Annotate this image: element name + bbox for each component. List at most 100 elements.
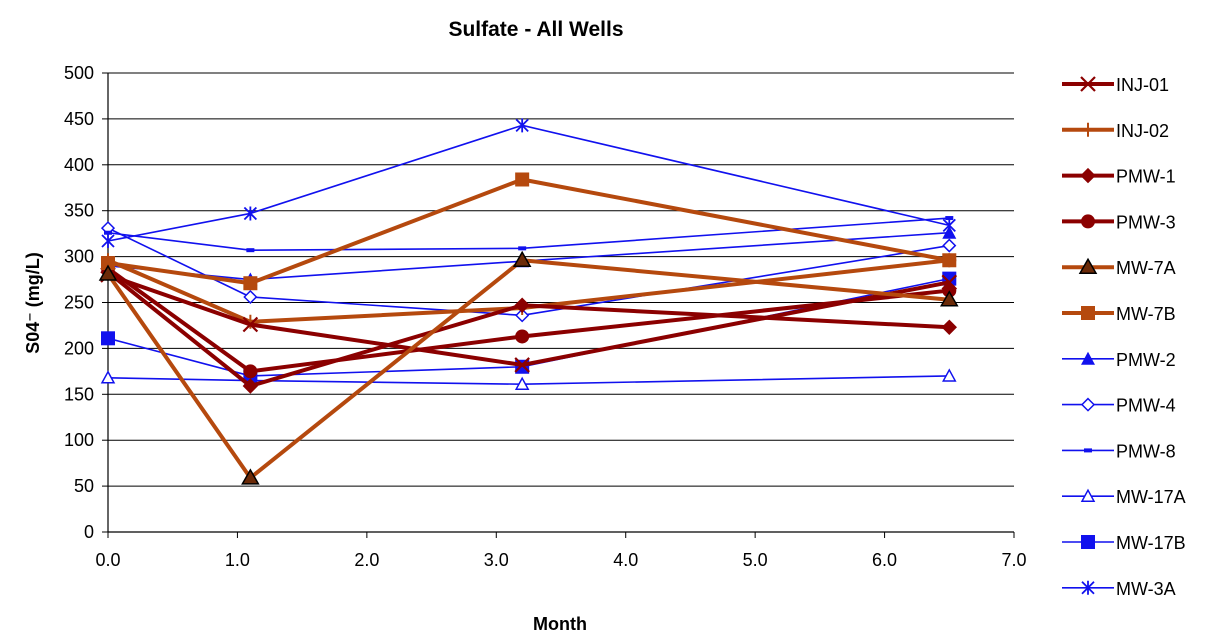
legend-marker bbox=[1080, 488, 1096, 502]
series-MW-3A bbox=[101, 118, 956, 248]
x-tick-label: 1.0 bbox=[225, 550, 250, 570]
series-MW-7B bbox=[101, 172, 957, 291]
legend-item: MW-17A bbox=[1062, 487, 1186, 507]
x-tick-label: 5.0 bbox=[743, 550, 768, 570]
data-point bbox=[942, 368, 957, 382]
series-PMW-2 bbox=[101, 225, 957, 286]
legend-marker bbox=[1081, 306, 1095, 320]
chart-title: Sulfate - All Wells bbox=[448, 18, 623, 41]
legend: INJ-01 INJ-02 PMW-1 PMW-3 MW-7A MW-7B PMW-2 PMW… bbox=[1062, 75, 1186, 599]
data-point bbox=[941, 319, 957, 335]
legend-label: MW-17A bbox=[1116, 487, 1186, 507]
data-point bbox=[942, 253, 957, 268]
series-MW-7A bbox=[98, 250, 959, 485]
legend-label: INJ-01 bbox=[1116, 75, 1169, 95]
y-tick-label: 500 bbox=[64, 63, 94, 83]
series-line bbox=[106, 258, 950, 480]
legend-item: MW-7A bbox=[1062, 257, 1176, 278]
x-tick-label: 4.0 bbox=[613, 550, 638, 570]
legend-marker bbox=[1081, 122, 1095, 137]
y-tick-label: 0 bbox=[84, 522, 94, 542]
data-point bbox=[512, 250, 532, 268]
y-tick-label: 200 bbox=[64, 338, 94, 358]
data-point bbox=[515, 329, 530, 344]
data-point bbox=[514, 357, 530, 373]
x-tick-label: 6.0 bbox=[872, 550, 897, 570]
legend-item: PMW-2 bbox=[1062, 350, 1176, 370]
data-point bbox=[98, 264, 118, 281]
data-point bbox=[515, 308, 530, 323]
y-axis-label: S04⁻ (mg/L) bbox=[23, 252, 43, 354]
series-line bbox=[106, 266, 950, 374]
series-line bbox=[107, 258, 950, 324]
legend-label: PMW-2 bbox=[1116, 350, 1176, 370]
legend-marker bbox=[1081, 535, 1095, 549]
legend-label: MW-7B bbox=[1116, 304, 1176, 324]
x-tick-label: 2.0 bbox=[354, 550, 379, 570]
x-tick-label: 0.0 bbox=[95, 550, 120, 570]
data-point bbox=[243, 206, 258, 221]
y-tick-label: 150 bbox=[64, 384, 94, 404]
legend-marker bbox=[1081, 214, 1095, 229]
x-tick-label: 3.0 bbox=[484, 550, 509, 570]
data-point bbox=[101, 331, 115, 346]
data-point bbox=[514, 297, 530, 313]
y-tick-label: 450 bbox=[64, 109, 94, 129]
data-point bbox=[246, 248, 255, 253]
data-point bbox=[939, 290, 959, 307]
legend-label: INJ-02 bbox=[1116, 121, 1169, 141]
data-point bbox=[945, 216, 954, 221]
series-group bbox=[98, 118, 959, 485]
data-point bbox=[514, 376, 530, 390]
series-PMW-1 bbox=[100, 264, 957, 394]
legend-label: PMW-8 bbox=[1116, 441, 1176, 461]
data-point bbox=[243, 289, 258, 305]
series-line bbox=[107, 177, 950, 286]
legend-item: MW-17B bbox=[1062, 533, 1186, 553]
data-point bbox=[942, 238, 957, 253]
y-tick-label: 400 bbox=[64, 155, 94, 175]
legend-marker bbox=[1078, 257, 1098, 274]
data-point bbox=[243, 364, 258, 379]
x-axis-label: Month bbox=[533, 614, 587, 634]
data-point bbox=[515, 172, 530, 187]
data-point bbox=[243, 276, 258, 291]
data-point bbox=[242, 378, 259, 394]
legend-marker bbox=[1080, 397, 1096, 412]
data-point bbox=[241, 468, 260, 485]
y-tick-label: 350 bbox=[64, 201, 94, 221]
y-tick-label: 100 bbox=[64, 430, 94, 450]
y-tick-label: 300 bbox=[64, 247, 94, 267]
legend-marker bbox=[1084, 448, 1092, 453]
legend-item: PMW-8 bbox=[1062, 441, 1176, 461]
legend-item: MW-3A bbox=[1062, 579, 1176, 599]
legend-item: PMW-3 bbox=[1062, 212, 1176, 232]
tick-labels: 0 50 100 150 200 250 300 350 400 450 500 0.0 1.0 2.0 3… bbox=[64, 63, 1027, 570]
axes bbox=[102, 72, 1015, 538]
legend-label: PMW-4 bbox=[1116, 396, 1176, 416]
legend-label: PMW-1 bbox=[1116, 167, 1176, 187]
legend-label: MW-17B bbox=[1116, 533, 1186, 553]
data-point bbox=[518, 246, 527, 251]
legend-marker bbox=[1081, 580, 1095, 595]
legend-marker bbox=[1081, 351, 1095, 365]
data-point bbox=[104, 230, 112, 235]
legend-item: PMW-1 bbox=[1062, 167, 1176, 187]
legend-label: MW-7A bbox=[1116, 258, 1176, 278]
series-line bbox=[106, 270, 950, 389]
y-tick-label: 250 bbox=[64, 293, 94, 313]
data-point bbox=[101, 233, 115, 248]
legend-item: PMW-4 bbox=[1062, 396, 1176, 416]
legend-item: INJ-01 bbox=[1062, 75, 1169, 95]
data-point bbox=[100, 370, 116, 384]
legend-label: PMW-3 bbox=[1116, 212, 1176, 232]
series-line bbox=[107, 375, 950, 386]
x-tick-label: 7.0 bbox=[1001, 550, 1026, 570]
data-point bbox=[242, 316, 259, 333]
data-point bbox=[101, 256, 115, 271]
series-line bbox=[107, 217, 950, 251]
legend-item: MW-7B bbox=[1062, 304, 1176, 324]
y-tick-label: 50 bbox=[74, 476, 94, 496]
